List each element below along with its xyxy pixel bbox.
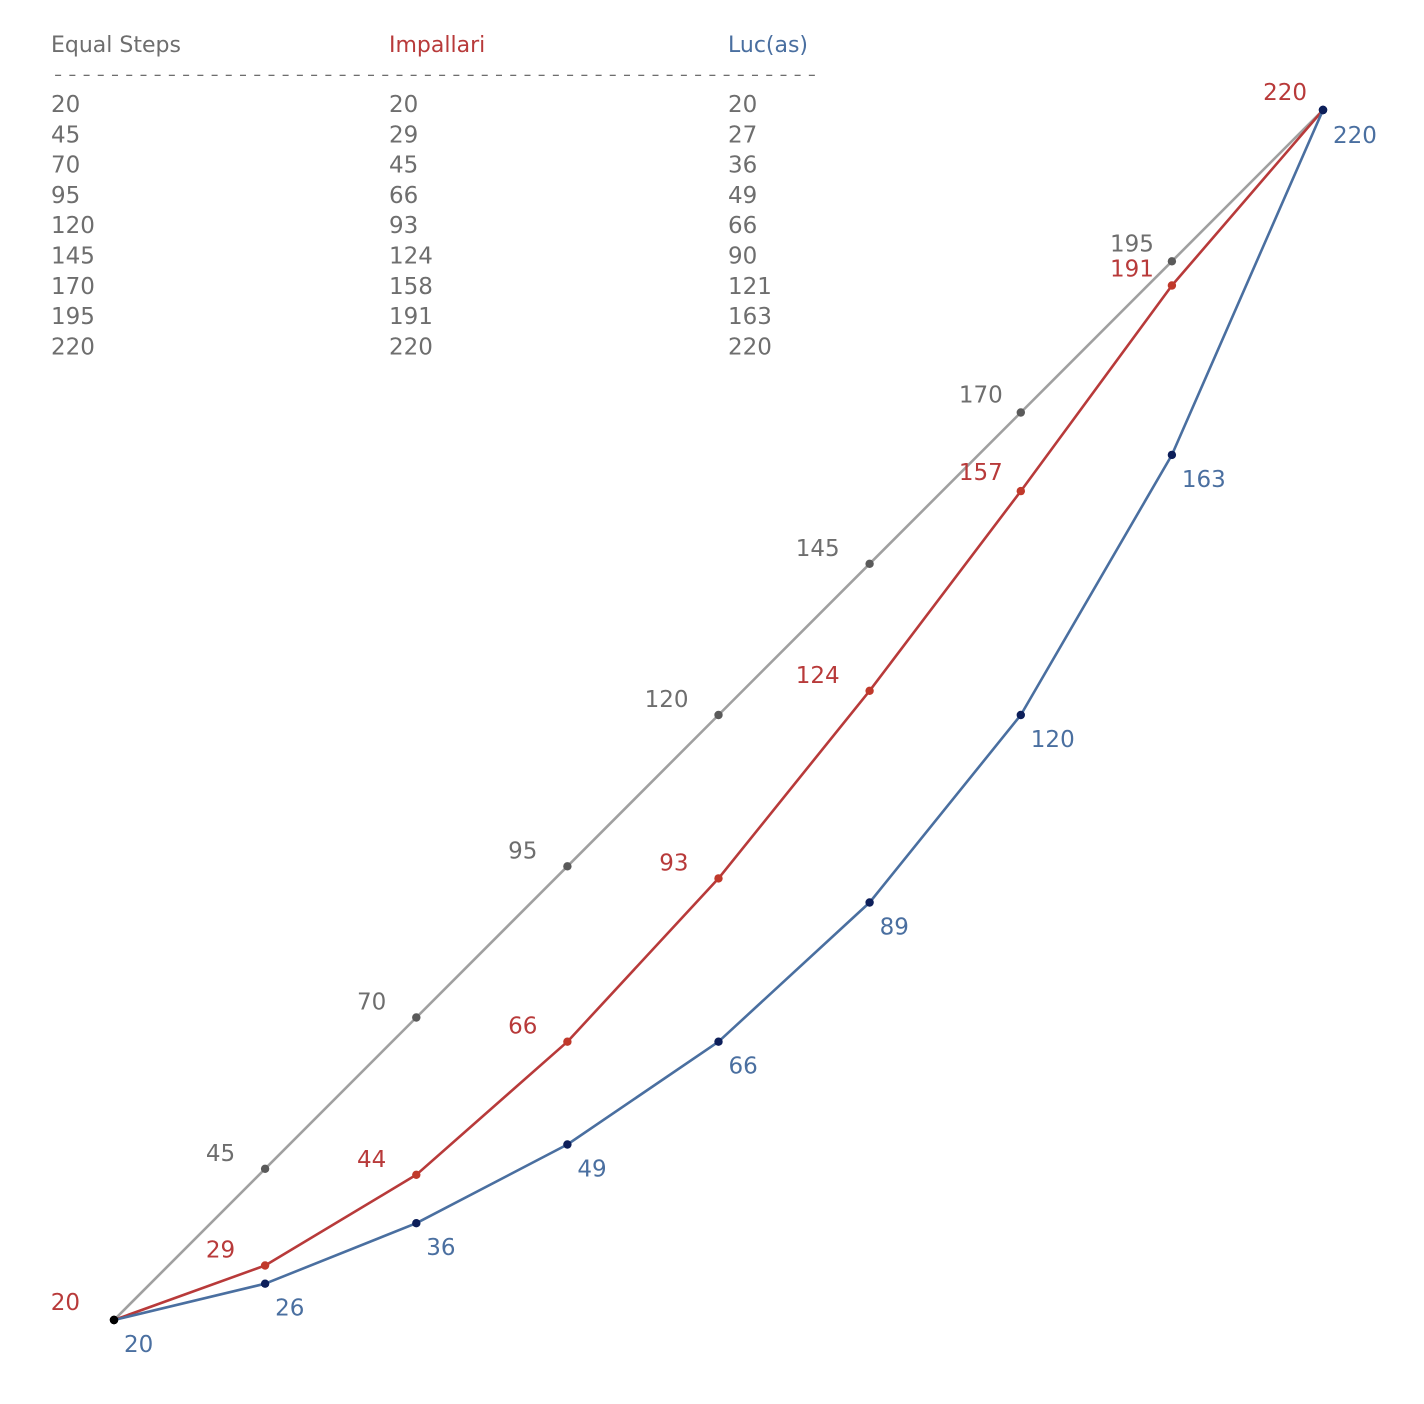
series-points	[109, 105, 1328, 1325]
table-cell: 93	[389, 213, 418, 239]
point-lucas	[412, 1219, 421, 1228]
table-cell: 45	[51, 122, 80, 148]
data-label-equal-steps: 195	[1110, 231, 1154, 257]
table-body: 20 45 70 95 120 145 170 195 220 20 29 45 66 93 124 158 1…	[51, 92, 772, 360]
data-label-lucas: 20	[124, 1332, 153, 1358]
table-cell: 220	[389, 334, 433, 360]
data-label-equal-steps: 170	[959, 383, 1003, 409]
point-lucas	[714, 1037, 723, 1046]
point-equal-steps	[1167, 257, 1177, 266]
data-label-impallari: 124	[796, 663, 840, 689]
data-label-equal-steps: 145	[796, 536, 840, 562]
data-label-equal-steps: 45	[206, 1141, 235, 1167]
data-label-impallari: 191	[1110, 257, 1154, 283]
header-equal-steps: Equal Steps	[51, 33, 181, 58]
table-cell: 36	[728, 153, 757, 179]
table-cell: 191	[389, 304, 433, 330]
data-label-lucas: 89	[880, 915, 909, 941]
table-cell: 120	[51, 213, 95, 239]
table-cell: 29	[389, 122, 418, 148]
point-lucas	[1318, 105, 1328, 115]
header-impallari: Impallari	[389, 33, 485, 58]
table-cell: 49	[728, 183, 757, 209]
data-label-lucas: 120	[1031, 727, 1075, 753]
table-cell: 163	[728, 304, 772, 330]
table-cell: 220	[51, 334, 95, 360]
data-label-lucas: 26	[275, 1296, 304, 1322]
data-label-equal-steps: 120	[645, 687, 689, 713]
point-impallari	[714, 874, 723, 883]
table-cell: 90	[728, 244, 757, 270]
data-label-impallari: 93	[659, 850, 688, 876]
data-label-equal-steps: 70	[357, 990, 386, 1016]
table: Equal Steps Impallari Luc(as) ----------…	[51, 33, 819, 360]
point-equal-steps	[412, 1013, 421, 1022]
table-cell: 121	[728, 274, 772, 300]
point-equal-steps	[563, 862, 572, 871]
table-cell: 220	[728, 334, 772, 360]
table-cell: 70	[51, 153, 80, 179]
data-label-equal-steps: 95	[508, 838, 537, 864]
point-impallari	[1016, 486, 1025, 496]
table-cell: 170	[51, 274, 95, 300]
point-impallari	[1167, 281, 1177, 290]
table-cell: 20	[728, 92, 757, 118]
point-lucas	[563, 1140, 572, 1149]
table-divider: ----------------------------------------…	[51, 65, 819, 84]
point-equal-steps	[714, 710, 723, 720]
point-impallari	[412, 1170, 421, 1180]
table-cell: 20	[51, 92, 80, 118]
table-cell: 27	[728, 122, 757, 148]
point-lucas	[865, 898, 874, 907]
table-cell: 45	[389, 153, 418, 179]
point-lucas	[1167, 450, 1177, 460]
point-impallari	[865, 686, 874, 695]
point-equal-steps	[865, 559, 874, 568]
data-label-lucas: 66	[729, 1054, 758, 1080]
point-impallari	[260, 1261, 270, 1270]
data-label-lucas: 220	[1333, 123, 1377, 149]
table-cell: 66	[389, 183, 418, 209]
series-labels: 45 70 95 120 145 170 195 20 29 44 66 93 124 157 191 220…	[51, 80, 1377, 1358]
data-label-impallari: 44	[357, 1147, 386, 1173]
table-cell: 20	[389, 92, 418, 118]
point-lucas	[260, 1279, 270, 1288]
point-lucas	[1016, 710, 1025, 720]
point-lucas	[109, 1315, 119, 1325]
data-label-lucas: 163	[1182, 467, 1226, 493]
table-cell: 124	[389, 244, 433, 270]
table-cell: 66	[728, 213, 757, 239]
table-cell: 95	[51, 183, 80, 209]
data-label-impallari: 20	[51, 1290, 80, 1316]
data-label-lucas: 49	[577, 1157, 606, 1183]
data-label-impallari: 220	[1263, 80, 1307, 106]
data-label-impallari: 29	[206, 1238, 235, 1264]
point-equal-steps	[260, 1164, 270, 1174]
table-cell: 158	[389, 274, 433, 300]
data-label-impallari: 66	[508, 1014, 537, 1040]
point-impallari	[563, 1037, 572, 1046]
header-lucas: Luc(as)	[728, 33, 808, 58]
table-cell: 145	[51, 244, 95, 270]
data-label-impallari: 157	[959, 460, 1003, 486]
point-equal-steps	[1016, 408, 1025, 417]
data-label-lucas: 36	[426, 1235, 455, 1261]
table-cell: 195	[51, 304, 95, 330]
